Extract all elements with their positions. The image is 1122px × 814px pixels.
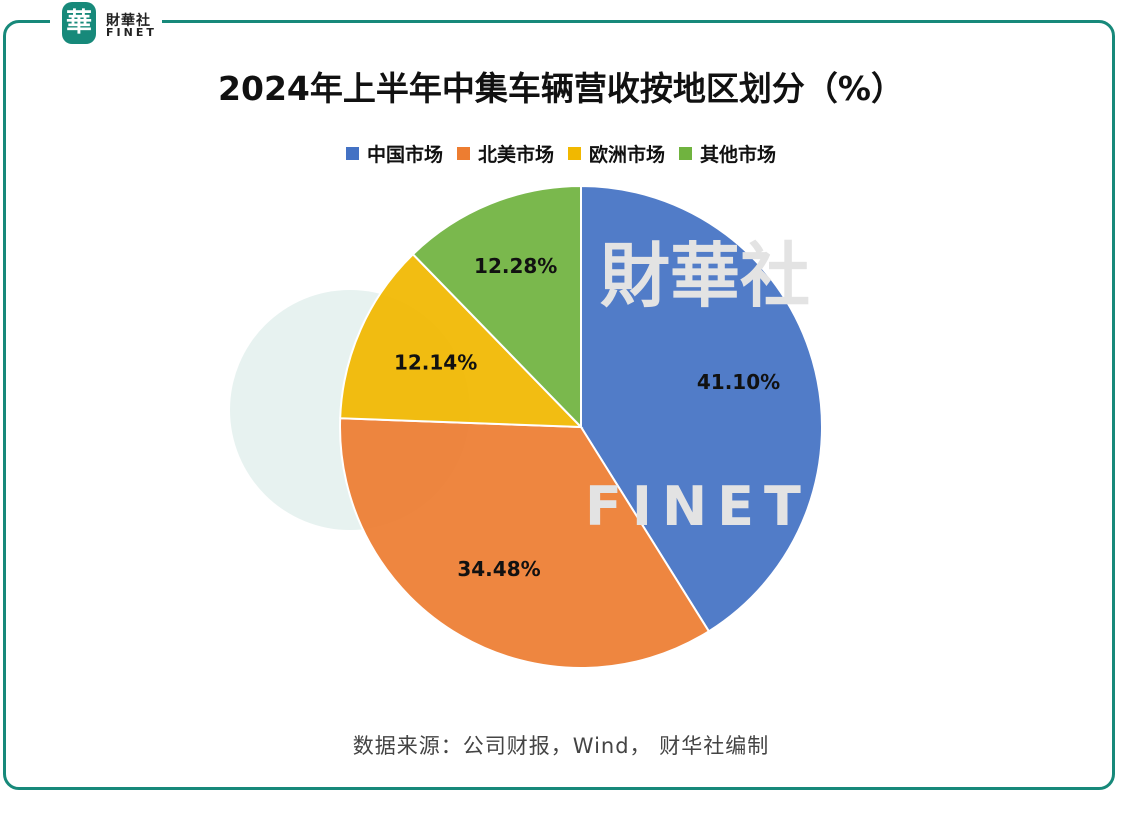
legend: 中国市场 北美市场 欧洲市场 其他市场 xyxy=(0,140,1122,167)
legend-label: 其他市场 xyxy=(700,144,777,166)
pie-slice-1 xyxy=(580,184,823,633)
chart-title: 2024年上半年中集车辆营收按地区划分（%） xyxy=(218,69,904,108)
finet-logo-icon: 華 xyxy=(62,2,96,44)
legend-label: 北美市场 xyxy=(477,144,554,166)
data-label: 41.10% xyxy=(697,370,780,394)
legend-swatch xyxy=(679,147,693,160)
legend-label: 欧洲市场 xyxy=(589,144,666,166)
legend-item: 北美市场 xyxy=(456,140,554,167)
watermark-cn: 財華社 xyxy=(600,235,810,317)
data-label: 12.14% xyxy=(394,350,477,374)
watermark-en: FINET xyxy=(585,475,811,538)
legend-swatch xyxy=(456,147,470,160)
watermark: 財華社 FINET xyxy=(585,235,811,538)
data-label: 34.48% xyxy=(457,557,540,581)
pie-slice-4 xyxy=(411,184,582,430)
legend-item: 欧洲市场 xyxy=(568,140,665,167)
logo-text-en: FINET xyxy=(106,26,157,39)
pie-slice-3 xyxy=(339,252,584,429)
chart-frame xyxy=(3,20,1115,790)
legend-label: 中国市场 xyxy=(366,144,443,166)
legend-item: 其他市场 xyxy=(679,140,776,167)
pie-slice-2 xyxy=(339,417,711,669)
legend-swatch xyxy=(568,147,581,160)
data-label: 12.28% xyxy=(474,254,557,278)
logo-text-cn: 財華社 xyxy=(106,13,151,29)
legend-item: 中国市场 xyxy=(345,140,443,167)
source-note: 数据来源：公司财报，Wind， 财华社编制 xyxy=(352,734,770,758)
legend-swatch xyxy=(345,147,359,160)
